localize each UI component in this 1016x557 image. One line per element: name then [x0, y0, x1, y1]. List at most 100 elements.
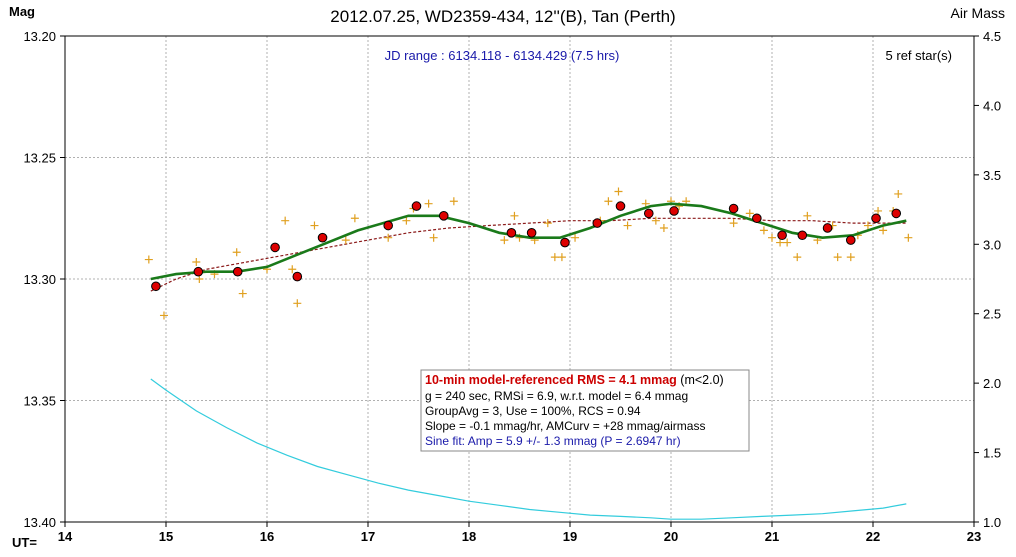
raw-point: [310, 221, 319, 230]
stats-line-3: GroupAvg = 3, Use = 100%, RCS = 0.94: [425, 404, 641, 418]
group-mean-point: [193, 266, 204, 277]
y-right-tick-label: 4.5: [983, 29, 1001, 44]
group-mean-point: [560, 237, 570, 248]
raw-point: [341, 236, 350, 245]
stats-line-1: 10-min model-referenced RMS = 4.1 mmag (…: [425, 373, 724, 387]
raw-point: [846, 253, 855, 262]
y-right-tick-label: 1.5: [983, 446, 1001, 461]
raw-point: [402, 216, 411, 225]
group-mean-point: [615, 201, 626, 211]
raw-point: [659, 223, 668, 232]
raw-point: [510, 211, 519, 220]
raw-point: [232, 248, 241, 257]
x-tick-label: 21: [765, 529, 779, 544]
raw-point: [557, 253, 566, 262]
raw-point: [879, 226, 888, 235]
x-tick-label: 19: [563, 529, 577, 544]
y-left-tick-label: 13.25: [23, 151, 56, 166]
y-right-tick-label: 4.0: [983, 98, 1001, 113]
group-mean-point: [292, 271, 303, 282]
x-tick-label: 20: [664, 529, 678, 544]
x-tick-label: 16: [260, 529, 274, 544]
group-mean-point: [871, 213, 881, 224]
y-right-tick-label: 1.0: [983, 515, 1001, 530]
axis-ticks: [60, 35, 979, 527]
raw-point: [293, 299, 302, 308]
group-mean-point: [797, 230, 808, 241]
model-line: [150, 202, 907, 281]
group-mean-point: [643, 208, 654, 219]
raw-point: [623, 221, 632, 230]
group-mean-point: [438, 211, 449, 221]
y-left-tick-label: 13.40: [23, 515, 56, 530]
raw-point: [159, 311, 168, 320]
y-axis-right-title: Air Mass: [951, 5, 1005, 21]
raw-point: [238, 289, 247, 298]
group-mean-point: [232, 266, 243, 277]
raw-points: [144, 187, 913, 320]
chart-title: 2012.07.25, WD2359-434, 12''(B), Tan (Pe…: [330, 7, 675, 26]
jd-range-label: JD range : 6134.118 - 6134.429 (7.5 hrs): [385, 48, 620, 63]
group-mean-point: [822, 223, 833, 233]
raw-point: [604, 197, 613, 206]
group-mean-point: [777, 230, 787, 241]
raw-point: [192, 257, 201, 266]
raw-point: [904, 233, 913, 242]
group-mean-point: [728, 203, 739, 214]
raw-point: [350, 214, 359, 223]
raw-point: [641, 199, 650, 208]
stats-box: 10-min model-referenced RMS = 4.1 mmag (…: [420, 369, 750, 452]
raw-point: [776, 238, 785, 247]
raw-point: [543, 219, 552, 228]
raw-point: [793, 253, 802, 262]
group-mean-point: [151, 281, 161, 292]
group-mean-point: [317, 232, 328, 243]
y-left-tick-label: 13.20: [23, 29, 56, 44]
raw-point: [894, 189, 903, 198]
raw-point: [768, 233, 776, 242]
group-mean-point: [891, 208, 902, 219]
group-mean-point: [845, 235, 856, 245]
raw-point: [424, 199, 433, 208]
y-right-tick-label: 3.5: [983, 168, 1001, 183]
group-mean-point: [383, 220, 394, 231]
raw-point: [384, 233, 393, 242]
raw-point: [745, 209, 754, 218]
stats-box-frame: [420, 369, 750, 452]
sine-fit-line: [150, 217, 907, 292]
x-axis-prefix: UT=: [12, 535, 37, 550]
y-right-tick-label: 3.0: [983, 237, 1001, 252]
x-tick-label: 17: [361, 529, 375, 544]
y-right-tick-label: 2.5: [983, 307, 1001, 322]
raw-point: [833, 253, 842, 262]
raw-point: [729, 219, 738, 228]
raw-point: [614, 187, 623, 196]
stats-line-2: g = 240 sec, RMSi = 6.9, w.r.t. model = …: [425, 389, 688, 403]
raw-point: [803, 211, 812, 220]
x-tick-label: 18: [462, 529, 476, 544]
stats-line-4: Slope = -0.1 mmag/hr, AMCurv = +28 mmag/…: [425, 419, 705, 433]
x-tick-label: 15: [159, 529, 173, 544]
raw-point: [281, 216, 290, 225]
raw-point: [550, 253, 559, 262]
raw-point: [429, 233, 438, 242]
raw-point: [783, 238, 792, 247]
x-tick-label: 23: [967, 529, 981, 544]
y-left-tick-labels: 13.20 13.25 13.30 13.35 13.40: [23, 29, 56, 530]
stats-line-5: Sine fit: Amp = 5.9 +/- 1.3 mmag (P = 2.…: [425, 434, 681, 448]
group-mean-point: [752, 213, 762, 224]
raw-point: [144, 255, 153, 264]
x-tick-labels: 14 15 16 17 18 19 20 21 22 23: [58, 529, 981, 544]
group-mean-point: [506, 228, 517, 238]
raw-point: [571, 233, 580, 242]
stats-rms-rest: (m<2.0): [677, 373, 724, 387]
raw-point: [651, 216, 660, 225]
raw-point: [863, 221, 872, 230]
raw-point: [288, 265, 297, 274]
group-mean-point: [526, 228, 537, 238]
group-mean-point: [270, 242, 280, 253]
raw-point: [874, 206, 883, 215]
group-means: [151, 201, 902, 292]
raw-point: [449, 197, 458, 206]
stats-rms-bold: 10-min model-referenced RMS = 4.1 mmag: [425, 373, 677, 387]
